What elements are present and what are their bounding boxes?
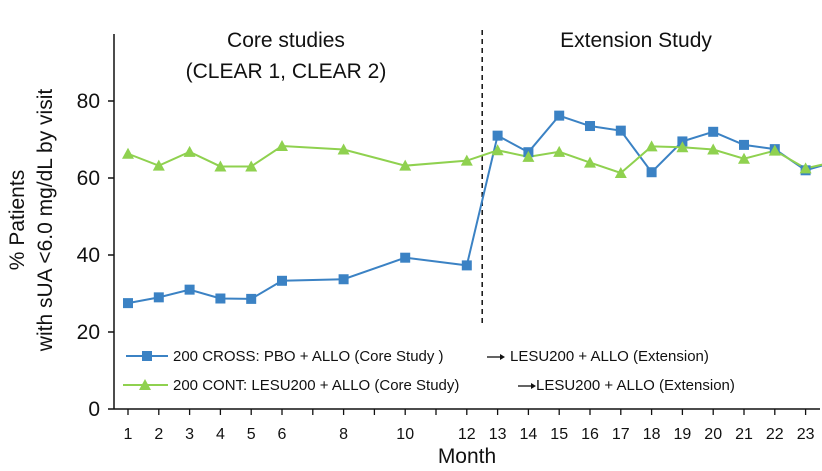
data-point-cross	[615, 125, 626, 136]
x-tick-label: 6	[278, 426, 287, 443]
legend-arrowhead-cross	[500, 354, 505, 360]
x-tick-label: 5	[247, 426, 256, 443]
x-tick-label: 19	[674, 426, 692, 443]
y-axis-title-line1: % Patients	[6, 170, 29, 270]
data-point-cont	[553, 145, 566, 157]
legend-arrowhead-cont	[531, 383, 536, 389]
data-point-cont	[676, 141, 689, 153]
x-tick-label: 1	[124, 426, 133, 443]
data-point-cont	[645, 140, 658, 152]
data-point-cross	[554, 110, 565, 121]
data-point-cont	[399, 159, 412, 171]
data-point-cross	[246, 293, 257, 304]
data-point-cont	[276, 140, 288, 152]
legend-ext-cross: LESU200 + ALLO (Extension)	[510, 348, 709, 365]
data-point-cross	[338, 274, 349, 285]
y-tick-label: 80	[77, 90, 100, 113]
data-point-cont	[707, 143, 720, 155]
x-tick-label: 8	[339, 426, 348, 443]
legend-label-cont: 200 CONT: LESU200 + ALLO (Core Study)	[173, 377, 459, 394]
data-point-cross	[646, 167, 657, 178]
data-point-cont	[522, 150, 535, 162]
y-tick-label: 60	[77, 167, 100, 190]
data-point-cont	[738, 152, 750, 164]
data-point-cont	[491, 144, 504, 156]
legend: 200 CROSS: PBO + ALLO (Core Study ) LESU…	[123, 348, 735, 394]
y-axis-title-line2: with sUA <6.0 mg/dL by visit	[34, 89, 57, 353]
x-tick-label: 21	[735, 426, 753, 443]
region-label-core-line2: (CLEAR 1, CLEAR 2)	[186, 60, 387, 83]
data-point-cont	[183, 145, 196, 157]
y-tick-label: 0	[88, 398, 100, 421]
data-point-cont	[245, 160, 258, 172]
data-point-cont	[214, 160, 227, 172]
data-point-cont	[799, 162, 812, 174]
legend-marker-cross	[142, 351, 152, 361]
legend-label-cross: 200 CROSS: PBO + ALLO (Core Study )	[173, 348, 444, 365]
data-point-cont	[768, 144, 781, 156]
x-tick-label: 20	[704, 426, 722, 443]
x-ticks: 12345681012131415161718192021222324	[124, 409, 815, 443]
data-point-cross	[184, 284, 195, 295]
data-point-cross	[708, 126, 719, 137]
x-tick-label: 23	[797, 426, 815, 443]
x-tick-label: 22	[766, 426, 784, 443]
data-point-cont	[152, 159, 165, 171]
region-label-extension: Extension Study	[560, 29, 712, 52]
x-tick-label: 4	[216, 426, 225, 443]
x-tick-label: 12	[458, 426, 476, 443]
legend-ext-cont: LESU200 + ALLO (Extension)	[536, 377, 735, 394]
data-point-cont	[614, 166, 627, 178]
x-tick-label: 13	[489, 426, 507, 443]
x-axis-title: Month	[438, 445, 496, 468]
data-point-cross	[123, 298, 133, 309]
data-point-cross	[400, 252, 411, 263]
x-tick-label: 16	[581, 426, 599, 443]
data-point-cross	[277, 275, 287, 286]
x-tick-label: 18	[643, 426, 661, 443]
y-tick-label: 20	[77, 321, 100, 344]
x-tick-label: 15	[550, 426, 568, 443]
data-point-cont	[584, 156, 596, 168]
data-point-cross	[492, 130, 503, 141]
data-point-cross	[739, 139, 749, 150]
x-tick-label: 14	[520, 426, 538, 443]
x-tick-label: 10	[396, 426, 414, 443]
data-point-cross	[585, 121, 595, 132]
region-label-core-line1: Core studies	[227, 29, 345, 52]
y-tick-label: 40	[77, 244, 100, 267]
data-point-cont	[122, 147, 134, 159]
data-point-cross	[153, 292, 164, 303]
x-tick-label: 2	[154, 426, 163, 443]
series-line-cont	[127, 145, 822, 175]
data-point-cont	[460, 154, 473, 166]
data-point-cross	[461, 260, 472, 271]
y-ticks: 0 20 40 60 80	[77, 90, 114, 421]
series-line-cross	[127, 114, 822, 305]
data-point-cont	[337, 143, 350, 155]
x-tick-label: 3	[185, 426, 194, 443]
x-tick-label: 17	[612, 426, 630, 443]
legend-marker-cont	[139, 379, 151, 390]
data-point-cross	[215, 293, 226, 304]
